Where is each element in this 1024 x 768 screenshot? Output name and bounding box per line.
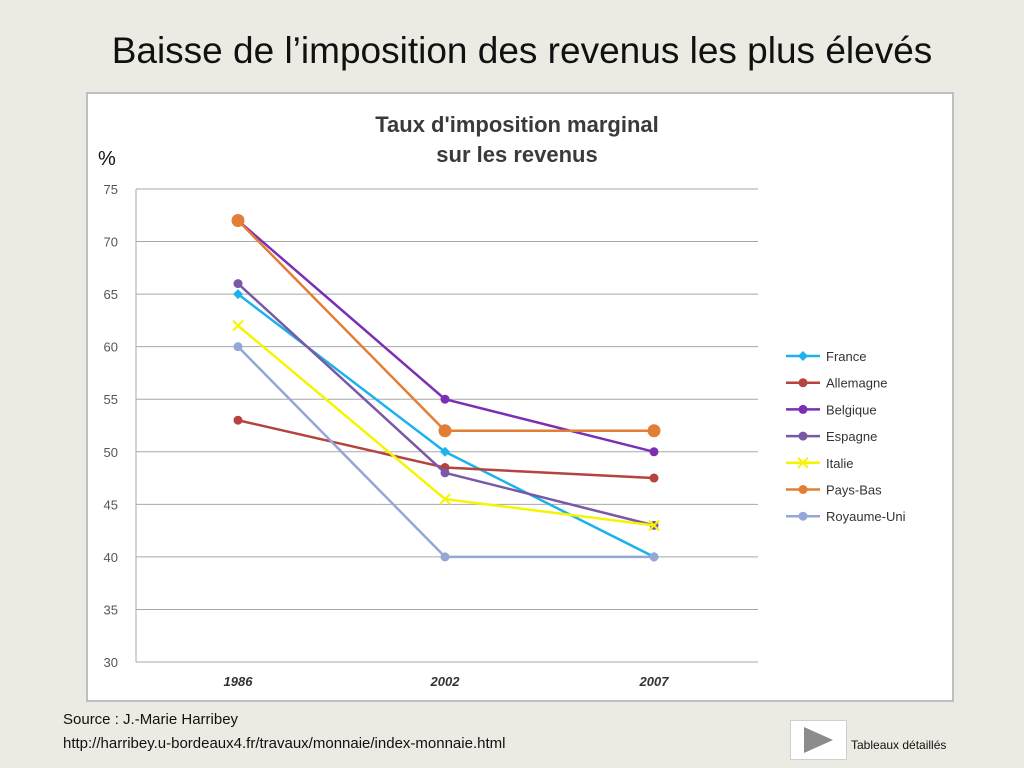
data-point-allemagne-2007 bbox=[649, 473, 659, 483]
data-point-pays-bas-2007 bbox=[647, 424, 661, 438]
y-tick-label: 40 bbox=[104, 550, 118, 565]
y-tick-label: 45 bbox=[104, 497, 118, 512]
data-point-pays-bas-1986 bbox=[231, 214, 245, 228]
source-author: Source : J.-Marie Harribey bbox=[63, 711, 239, 728]
details-button[interactable] bbox=[790, 720, 847, 760]
legend-entry-espagne: Espagne bbox=[786, 429, 877, 444]
legend-label: Italie bbox=[826, 456, 853, 471]
data-point-italie-2007 bbox=[648, 519, 660, 532]
legend-entry-royaume-uni: Royaume-Uni bbox=[786, 509, 906, 524]
legend-entry-allemagne: Allemagne bbox=[786, 376, 887, 391]
data-point-allemagne-1986 bbox=[233, 415, 243, 425]
legend-marker bbox=[798, 404, 808, 414]
legend-marker bbox=[797, 457, 809, 469]
series-line-belgique bbox=[237, 219, 655, 453]
chart-panel: Taux d'imposition marginal sur les reven… bbox=[86, 92, 954, 702]
data-point-belgique-2002 bbox=[440, 394, 450, 404]
line-chart: Taux d'imposition marginal sur les reven… bbox=[98, 112, 906, 689]
legend-entry-pays-bas: Pays-Bas bbox=[786, 483, 882, 498]
x-tick-label: 1986 bbox=[224, 674, 254, 689]
chart-title-line-1: Taux d'imposition marginal bbox=[375, 112, 659, 137]
x-tick-label: 2007 bbox=[639, 674, 670, 689]
legend-marker bbox=[798, 511, 808, 521]
marker-x-stroke bbox=[232, 319, 244, 332]
legend-marker bbox=[798, 485, 808, 494]
legend-entry-france: France bbox=[786, 349, 866, 364]
legend-label: France bbox=[826, 349, 866, 364]
legend-entry-belgique: Belgique bbox=[786, 402, 877, 417]
chart-title-line-2: sur les revenus bbox=[436, 142, 597, 167]
data-point-espagne-2002 bbox=[440, 468, 450, 478]
data-point-belgique-2007 bbox=[649, 447, 659, 457]
y-tick-label: 30 bbox=[104, 655, 118, 670]
marker-x-stroke bbox=[439, 493, 451, 505]
data-point-italie-1986 bbox=[232, 319, 244, 332]
legend: France Allemagne Belgique Espagne Italie Pays… bbox=[786, 349, 906, 524]
y-tick-label: 65 bbox=[104, 287, 118, 302]
marker-x-stroke bbox=[797, 457, 809, 469]
legend-label: Royaume-Uni bbox=[826, 509, 906, 524]
series-royaume-uni bbox=[233, 342, 659, 562]
data-point-italie-2002 bbox=[439, 493, 451, 505]
y-tick-label: 50 bbox=[104, 445, 118, 460]
play-arrow-icon bbox=[804, 727, 833, 753]
marker-x-stroke bbox=[648, 519, 660, 532]
legend-label: Allemagne bbox=[826, 376, 887, 391]
y-axis-unit-label: % bbox=[98, 148, 116, 170]
y-tick-label: 60 bbox=[104, 340, 118, 355]
series-pays-bas bbox=[231, 214, 661, 438]
series-line-espagne bbox=[237, 282, 655, 527]
source-url[interactable]: http://harribey.u-bordeaux4.fr/travaux/m… bbox=[63, 735, 506, 752]
data-point-pays-bas-2002 bbox=[438, 424, 452, 438]
legend-label: Espagne bbox=[826, 429, 877, 444]
legend-marker bbox=[798, 351, 808, 361]
series-espagne bbox=[233, 279, 659, 530]
data-point-royaume-uni-2007 bbox=[649, 552, 659, 562]
data-point-france-1986 bbox=[233, 289, 243, 300]
legend-marker bbox=[798, 431, 808, 441]
series bbox=[231, 214, 661, 562]
y-tick-label: 70 bbox=[104, 235, 118, 250]
axes: 30 35 40 45 50 55 60 65 70 75 1986 2002 2007 bbox=[104, 182, 670, 689]
y-tick-label: 35 bbox=[104, 602, 118, 617]
data-point-espagne-1986 bbox=[233, 279, 243, 289]
data-point-france-2002 bbox=[440, 446, 450, 457]
legend-marker bbox=[798, 378, 808, 388]
details-link[interactable]: Tableaux détaillés bbox=[851, 738, 947, 752]
legend-label: Pays-Bas bbox=[826, 483, 882, 498]
data-point-royaume-uni-1986 bbox=[233, 342, 243, 352]
x-tick-label: 2002 bbox=[430, 674, 461, 689]
series-italie bbox=[232, 319, 660, 532]
legend-entry-italie: Italie bbox=[786, 456, 853, 471]
data-point-royaume-uni-2002 bbox=[440, 552, 450, 562]
source-citation: Source : J.-Marie Harribey http://harrib… bbox=[63, 708, 505, 756]
slide-title: Baisse de l’imposition des revenus les p… bbox=[111, 30, 933, 71]
y-tick-label: 75 bbox=[104, 182, 118, 197]
legend-label: Belgique bbox=[826, 402, 877, 417]
y-tick-label: 55 bbox=[104, 392, 118, 407]
